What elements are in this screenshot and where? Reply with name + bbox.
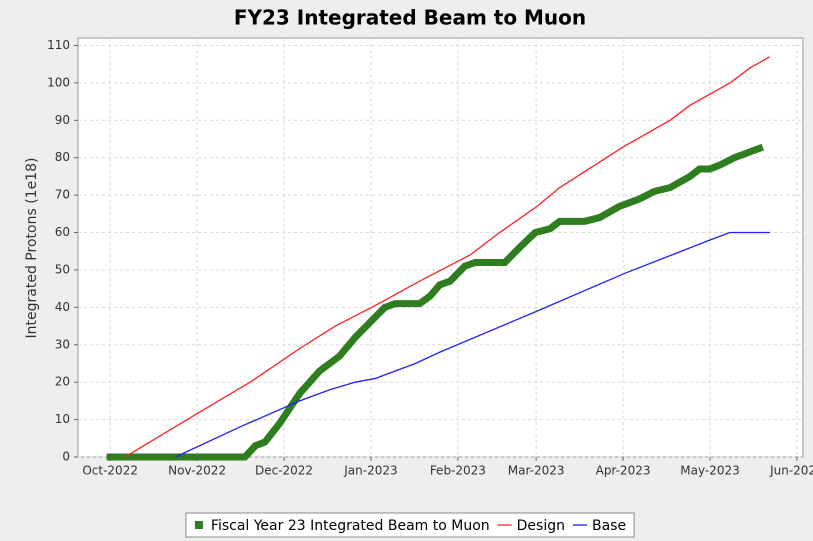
x-tick-label: Mar-2023 [508, 464, 565, 478]
x-tick-label: Jun-2023 [769, 464, 813, 478]
x-tick-label: Oct-2022 [82, 464, 138, 478]
x-tick-label: Dec-2022 [255, 464, 313, 478]
x-tick-label: May-2023 [680, 464, 739, 478]
y-axis-label: Integrated Protons (1e18) [24, 158, 40, 339]
y-tick-label: 0 [62, 450, 70, 464]
legend-label: Fiscal Year 23 Integrated Beam to Muon [211, 518, 490, 534]
y-tick-label: 10 [55, 412, 70, 426]
series-line [106, 143, 765, 461]
y-tick-label: 60 [55, 225, 70, 239]
y-tick-label: 40 [55, 300, 70, 314]
y-tick-label: 90 [55, 113, 70, 127]
y-tick-label: 80 [55, 150, 70, 164]
legend [185, 512, 635, 538]
legend-marker [194, 521, 203, 529]
x-tick-label: Apr-2023 [596, 464, 651, 478]
series-line [175, 231, 770, 458]
y-tick-label: 20 [55, 375, 70, 389]
legend-label: Base [592, 518, 626, 534]
chart-title: FY23 Integrated Beam to Muon [234, 6, 586, 30]
y-tick-label: 70 [55, 188, 70, 202]
y-tick-label: 50 [55, 262, 70, 276]
x-tick-label: Feb-2023 [430, 464, 486, 478]
x-tick-label: Nov-2022 [168, 464, 226, 478]
y-tick-label: 110 [47, 38, 70, 52]
plot-area [77, 37, 804, 458]
x-tick-label: Jan-2023 [343, 464, 397, 478]
series-line [124, 56, 771, 458]
y-tick-label: 30 [55, 337, 70, 351]
legend-label: Design [517, 518, 565, 534]
y-tick-label: 100 [47, 75, 70, 89]
